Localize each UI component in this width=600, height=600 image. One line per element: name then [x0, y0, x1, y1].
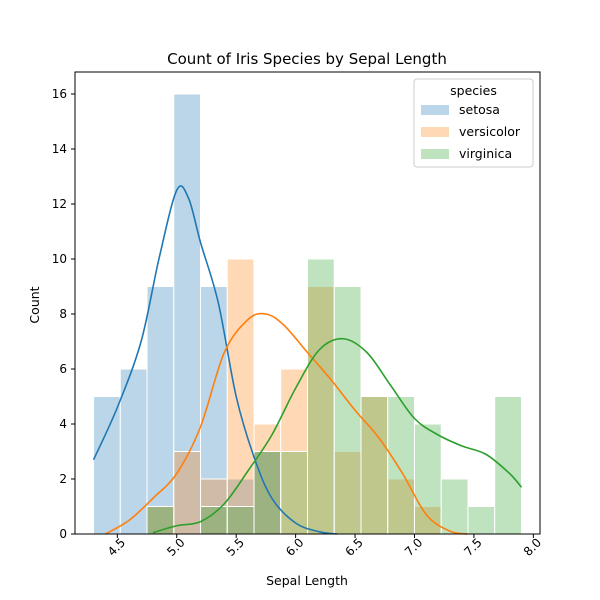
y-tick-label: 8 — [59, 307, 67, 321]
bar-virginica-7 — [280, 451, 309, 535]
bar-virginica-9 — [333, 286, 362, 535]
bar-versicolor-3 — [173, 451, 202, 535]
bar-virginica-15 — [494, 396, 522, 535]
x-tick-label: 7.0 — [402, 535, 425, 558]
bar-virginica-8 — [307, 258, 335, 535]
kde-line-setosa — [92, 185, 338, 535]
y-tick-label: 16 — [52, 87, 67, 101]
y-axis-label: Count — [27, 286, 42, 323]
y-tick-label: 10 — [52, 252, 67, 266]
y-tick-label: 12 — [52, 197, 67, 211]
y-tick-label: 2 — [59, 472, 67, 486]
legend-label-versicolor: versicolor — [459, 124, 521, 139]
y-tick-label: 0 — [59, 527, 67, 541]
bar-setosa-1 — [119, 368, 148, 535]
x-tick-label: 4.5 — [105, 535, 128, 558]
x-tick-label: 7.5 — [461, 535, 484, 558]
bar-virginica-13 — [440, 478, 469, 535]
y-tick-label: 14 — [52, 142, 67, 156]
plot-frame — [74, 71, 541, 535]
bar-versicolor-8 — [307, 286, 335, 535]
density-curves — [92, 185, 523, 535]
legend-label-virginica: virginica — [459, 146, 512, 161]
legend-box — [413, 78, 534, 168]
x-tick-label: 6.5 — [343, 535, 366, 558]
bar-virginica-6 — [253, 451, 282, 535]
x-tick-label: 5.5 — [224, 535, 247, 558]
y-tick-label: 4 — [59, 417, 67, 431]
y-tick-label: 6 — [59, 362, 67, 376]
kde-line-versicolor — [105, 312, 469, 535]
legend[interactable]: species setosa versicolor virginica — [413, 78, 534, 168]
chart-title: Count of Iris Species by Sepal Length — [167, 50, 447, 68]
bar-virginica-2 — [146, 506, 175, 535]
bar-setosa-0 — [93, 396, 121, 535]
bar-versicolor-5 — [226, 258, 255, 535]
x-tick-label: 6.0 — [283, 535, 306, 558]
histogram-bars — [93, 93, 522, 535]
kde-line-virginica — [152, 337, 523, 534]
legend-title: species — [450, 83, 497, 98]
x-axis-ticks: 4.5 5.0 5.5 6.0 6.5 7.0 7.5 8.0 — [105, 534, 544, 559]
legend-swatch-virginica — [421, 149, 449, 159]
legend-swatch-versicolor — [421, 127, 449, 137]
x-axis-label: Sepal Length — [266, 573, 348, 588]
bar-virginica-14 — [467, 506, 496, 535]
bar-virginica-10 — [360, 396, 389, 535]
legend-label-setosa: setosa — [459, 102, 500, 117]
x-tick-label: 5.0 — [164, 535, 187, 558]
bar-virginica-11 — [387, 396, 415, 535]
legend-swatch-setosa — [421, 105, 449, 115]
bar-virginica-5 — [226, 506, 255, 535]
bar-setosa-2 — [146, 286, 175, 535]
y-axis-ticks: 0 2 4 6 8 10 12 14 16 — [52, 87, 75, 541]
x-tick-label: 8.0 — [521, 535, 544, 558]
